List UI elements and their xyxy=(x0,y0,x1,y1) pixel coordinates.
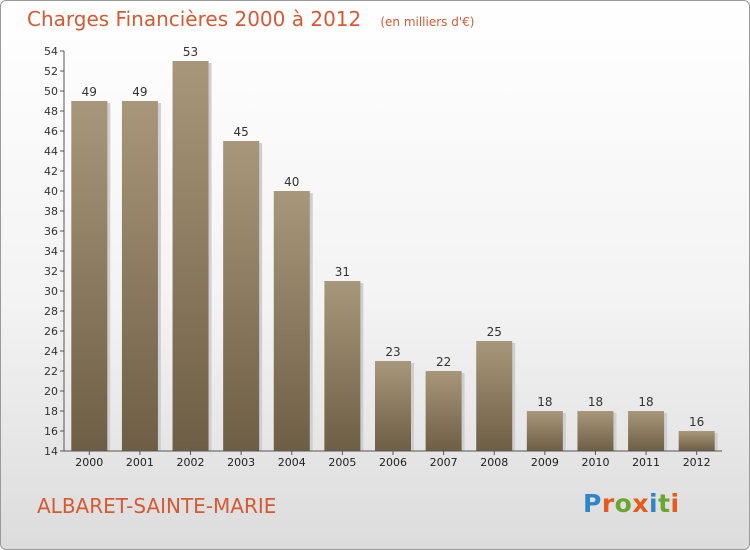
logo-letter: t xyxy=(658,489,671,518)
x-tick-label: 2008 xyxy=(480,456,508,469)
logo-letter: i xyxy=(670,489,680,518)
y-tick-label: 50 xyxy=(44,85,58,98)
y-tick-label: 22 xyxy=(44,365,58,378)
bar-value-label: 53 xyxy=(183,45,198,59)
commune-name: ALBARET-SAINTE-MARIE xyxy=(37,494,277,518)
bar-value-label: 25 xyxy=(487,325,502,339)
bar-value-label: 23 xyxy=(385,345,400,359)
bar xyxy=(273,191,310,451)
y-axis: 14 16 18 20 22 24 26 28 30 32 34 36 38 40 42 44 46 48 50 52… xyxy=(44,45,65,458)
logo-letter: r xyxy=(601,489,615,518)
bar xyxy=(121,101,158,451)
x-tick-label: 2000 xyxy=(75,456,103,469)
x-tick-label: 2007 xyxy=(430,456,458,469)
y-tick-label: 36 xyxy=(44,225,58,238)
x-tick-label: 2002 xyxy=(177,456,205,469)
y-tick-label: 52 xyxy=(44,65,58,78)
x-axis: 2000 2001 2002 2003 2004 2005 2006 2007 2008 2009… xyxy=(64,450,722,469)
y-tick-label: 40 xyxy=(44,185,58,198)
y-tick-label: 16 xyxy=(44,425,58,438)
bar xyxy=(577,411,614,451)
x-tick-label: 2003 xyxy=(227,456,255,469)
bar-value-label: 49 xyxy=(82,85,97,99)
bar xyxy=(526,411,563,451)
x-tick-label: 2011 xyxy=(632,456,660,469)
x-tick-label: 2004 xyxy=(278,456,306,469)
bar-value-label: 22 xyxy=(436,355,451,369)
x-tick-label: 2010 xyxy=(581,456,609,469)
proxiti-logo[interactable]: Proxiti xyxy=(583,489,680,518)
x-tick-label: 2012 xyxy=(683,456,711,469)
y-tick-label: 30 xyxy=(44,285,58,298)
bar-value-label: 31 xyxy=(335,265,350,279)
x-tick-label: 2009 xyxy=(531,456,559,469)
y-tick-label: 34 xyxy=(44,245,58,258)
bars-group: 49 49 53 45 40 31 23 22 25 18 18 18 16 xyxy=(71,45,718,451)
bar xyxy=(375,361,411,451)
bar xyxy=(628,411,665,451)
y-tick-label: 42 xyxy=(44,165,58,178)
x-tick-label: 2001 xyxy=(126,456,154,469)
y-tick-label: 48 xyxy=(44,105,58,118)
bar-value-label: 49 xyxy=(132,85,147,99)
bar xyxy=(476,341,513,451)
bar xyxy=(678,431,715,451)
bar xyxy=(425,371,462,451)
bar xyxy=(324,281,361,451)
y-tick-label: 26 xyxy=(44,325,58,338)
y-tick-label: 28 xyxy=(44,305,58,318)
chart-title: Charges Financières 2000 à 2012 xyxy=(27,7,362,31)
y-tick-label: 24 xyxy=(44,345,58,358)
bar xyxy=(223,141,260,451)
y-tick-label: 32 xyxy=(44,265,58,278)
y-tick-label: 18 xyxy=(44,405,58,418)
x-tick-label: 2006 xyxy=(379,456,407,469)
y-tick-label: 54 xyxy=(44,45,58,58)
logo-letter: P xyxy=(583,489,602,518)
bar-value-label: 18 xyxy=(537,395,552,409)
logo-letter: o xyxy=(614,489,633,518)
bar xyxy=(172,61,209,451)
y-tick-label: 14 xyxy=(44,445,58,458)
bar xyxy=(71,101,108,451)
bar-value-label: 45 xyxy=(234,125,249,139)
bar-value-label: 16 xyxy=(689,415,704,429)
y-tick-label: 44 xyxy=(44,145,58,158)
x-tick-label: 2005 xyxy=(328,456,356,469)
logo-letter: i xyxy=(649,489,659,518)
chart-subtitle: (en milliers d'€) xyxy=(380,15,475,29)
logo-letter: x xyxy=(632,489,649,518)
y-tick-label: 20 xyxy=(44,385,58,398)
y-tick-label: 46 xyxy=(44,125,58,138)
chart-title-group: Charges Financières 2000 à 2012 (en mill… xyxy=(27,7,474,31)
bar-value-label: 18 xyxy=(588,395,603,409)
bar-value-label: 18 xyxy=(638,395,653,409)
y-tick-label: 38 xyxy=(44,205,58,218)
bar-value-label: 40 xyxy=(284,175,299,189)
